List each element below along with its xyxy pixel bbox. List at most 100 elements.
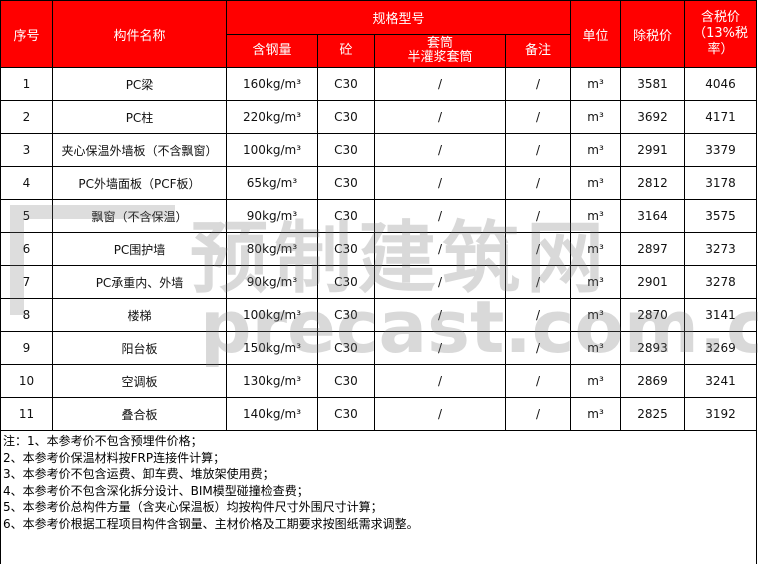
cell-ex: 2901 — [620, 265, 686, 299]
cell-steel: 220kg/m³ — [226, 100, 318, 134]
table-row: 5 飘窗（不含保温） 90kg/m³ C30// m³ 3164 3575 — [0, 199, 758, 233]
cell-steel: 140kg/m³ — [226, 397, 318, 431]
cell-sleeve: / — [374, 199, 506, 233]
table-row: 4 PC外墙面板（PCF板） 65kg/m³ C30// m³ 2812 3178 — [0, 166, 758, 200]
cell-remark: / — [504, 397, 572, 431]
cell-inc: 3575 — [684, 199, 758, 233]
note-line: 4、本参考价不包含深化拆分设计、BIM模型碰撞检查费； — [3, 483, 309, 498]
table-row: 6 PC围护墙 80kg/m³ C30// m³ 2897 3273 — [0, 232, 758, 266]
table-row: 11 叠合板 140kg/m³ C30// m³ 2825 3192 — [0, 397, 758, 431]
header-name: 构件名称 — [52, 0, 227, 68]
cell-unit: m³ — [570, 364, 622, 398]
table-row: 2 PC柱 220kg/m³ C30// m³ 3692 4171 — [0, 100, 758, 134]
cell-seq: 2 — [0, 100, 53, 134]
cell-ex: 3581 — [620, 67, 686, 101]
table-row: 3 夹心保温外墙板（不含飘窗） 100kg/m³ C30// m³ 2991 3379 — [0, 133, 758, 167]
cell-steel: 90kg/m³ — [226, 265, 318, 299]
cell-unit: m³ — [570, 397, 622, 431]
note-line: 5、本参考价总构件方量（含夹心保温板）均按构件尺寸外围尺寸计算； — [3, 500, 383, 514]
cell-name: PC围护墙 — [52, 232, 227, 266]
cell-seq: 11 — [0, 397, 53, 431]
cell-sleeve: / — [374, 397, 506, 431]
table-row: 10 空调板 130kg/m³ C30// m³ 2869 3241 — [0, 364, 758, 398]
table-row: 8 楼梯 100kg/m³ C30// m³ 2870 3141 — [0, 298, 758, 332]
cell-name: PC柱 — [52, 100, 227, 134]
cell-inc: 3269 — [684, 331, 758, 365]
cell-ex: 2870 — [620, 298, 686, 332]
cell-name: 空调板 — [52, 364, 227, 398]
cell-steel: 100kg/m³ — [226, 133, 318, 167]
cell-unit: m³ — [570, 67, 622, 101]
table-row: 1 PC梁 160kg/m³ C30// m³ 3581 4046 — [0, 67, 758, 101]
cell-unit: m³ — [570, 166, 622, 200]
cell-inc: 3141 — [684, 298, 758, 332]
cell-ex: 2893 — [620, 331, 686, 365]
cell-name: PC外墙面板（PCF板） — [52, 166, 227, 200]
cell-concrete: C30 — [317, 166, 375, 200]
cell-steel: 65kg/m³ — [226, 166, 318, 200]
cell-name: 飘窗（不含保温） — [52, 199, 227, 233]
cell-unit: m³ — [570, 331, 622, 365]
cell-concrete: C30 — [317, 133, 375, 167]
cell-seq: 3 — [0, 133, 53, 167]
cell-seq: 5 — [0, 199, 53, 233]
cell-seq: 4 — [0, 166, 53, 200]
cell-ex: 2991 — [620, 133, 686, 167]
note-line: 注：1、本参考价不包含预埋件价格； — [3, 434, 203, 448]
cell-inc: 3278 — [684, 265, 758, 299]
cell-unit: m³ — [570, 265, 622, 299]
cell-ex: 2825 — [620, 397, 686, 431]
cell-steel: 80kg/m³ — [226, 232, 318, 266]
cell-inc: 3379 — [684, 133, 758, 167]
cell-remark: / — [504, 364, 572, 398]
header-price-inc-line1: 含税价 — [701, 10, 741, 25]
cell-ex: 3164 — [620, 199, 686, 233]
note-line: 2、本参考价保温材料按FRP连接件计算； — [3, 450, 226, 465]
cell-remark: / — [504, 166, 572, 200]
cell-concrete: C30 — [317, 232, 375, 266]
cell-sleeve: / — [374, 331, 506, 365]
cell-steel: 130kg/m³ — [226, 364, 318, 398]
header-steel: 含钢量 — [226, 34, 318, 68]
cell-concrete: C30 — [317, 331, 375, 365]
cell-concrete: C30 — [317, 364, 375, 398]
cell-sleeve: / — [374, 67, 506, 101]
cell-unit: m³ — [570, 232, 622, 266]
cell-unit: m³ — [570, 199, 622, 233]
cell-seq: 6 — [0, 232, 53, 266]
header-sleeve: 套筒 半灌浆套筒 — [374, 34, 506, 68]
cell-sleeve: / — [374, 100, 506, 134]
cell-sleeve: / — [374, 364, 506, 398]
cell-remark: / — [504, 199, 572, 233]
cell-remark: / — [504, 265, 572, 299]
cell-steel: 90kg/m³ — [226, 199, 318, 233]
header-seq: 序号 — [0, 0, 53, 68]
cell-seq: 8 — [0, 298, 53, 332]
header-remark: 备注 — [504, 34, 572, 68]
cell-remark: / — [504, 100, 572, 134]
cell-name: 叠合板 — [52, 397, 227, 431]
note-line: 6、本参考价根据工程项目构件含钢量、主材价格及工期要求按图纸需求调整。 — [3, 516, 419, 531]
cell-ex: 2869 — [620, 364, 686, 398]
cell-name: 夹心保温外墙板（不含飘窗） — [52, 133, 227, 167]
cell-name: 阳台板 — [52, 331, 227, 365]
cell-steel: 160kg/m³ — [226, 67, 318, 101]
header-spec: 规格型号 — [225, 0, 572, 35]
cell-inc: 4046 — [684, 67, 758, 101]
notes: 注：1、本参考价不包含预埋件价格； 2、本参考价保温材料按FRP连接件计算； 3、本… — [0, 430, 758, 564]
table-row: 9 阳台板 150kg/m³ C30// m³ 2893 3269 — [0, 331, 758, 365]
cell-seq: 1 — [0, 67, 53, 101]
header-price-inc-line3: 率） — [707, 42, 734, 57]
header-unit: 单位 — [570, 0, 622, 68]
cell-ex: 2897 — [620, 232, 686, 266]
cell-inc: 3178 — [684, 166, 758, 200]
cell-steel: 100kg/m³ — [226, 298, 318, 332]
cell-seq: 7 — [0, 265, 53, 299]
cell-concrete: C30 — [317, 199, 375, 233]
cell-inc: 3241 — [684, 364, 758, 398]
table-row: 7 PC承重内、外墙 90kg/m³ C30// m³ 2901 3278 — [0, 265, 758, 299]
cell-remark: / — [504, 133, 572, 167]
cell-remark: / — [504, 232, 572, 266]
